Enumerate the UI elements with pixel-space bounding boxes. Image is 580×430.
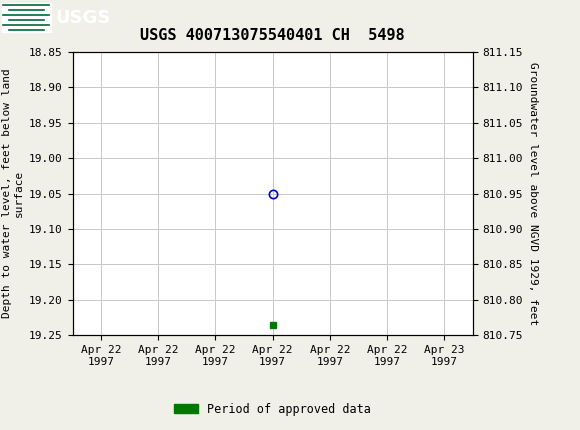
Y-axis label: Groundwater level above NGVD 1929, feet: Groundwater level above NGVD 1929, feet	[528, 62, 538, 325]
FancyBboxPatch shape	[2, 3, 51, 32]
Y-axis label: Depth to water level, feet below land
surface: Depth to water level, feet below land su…	[2, 69, 23, 318]
Title: USGS 400713075540401 CH  5498: USGS 400713075540401 CH 5498	[140, 28, 405, 43]
Text: USGS: USGS	[55, 9, 110, 27]
Legend: Period of approved data: Period of approved data	[169, 398, 376, 420]
